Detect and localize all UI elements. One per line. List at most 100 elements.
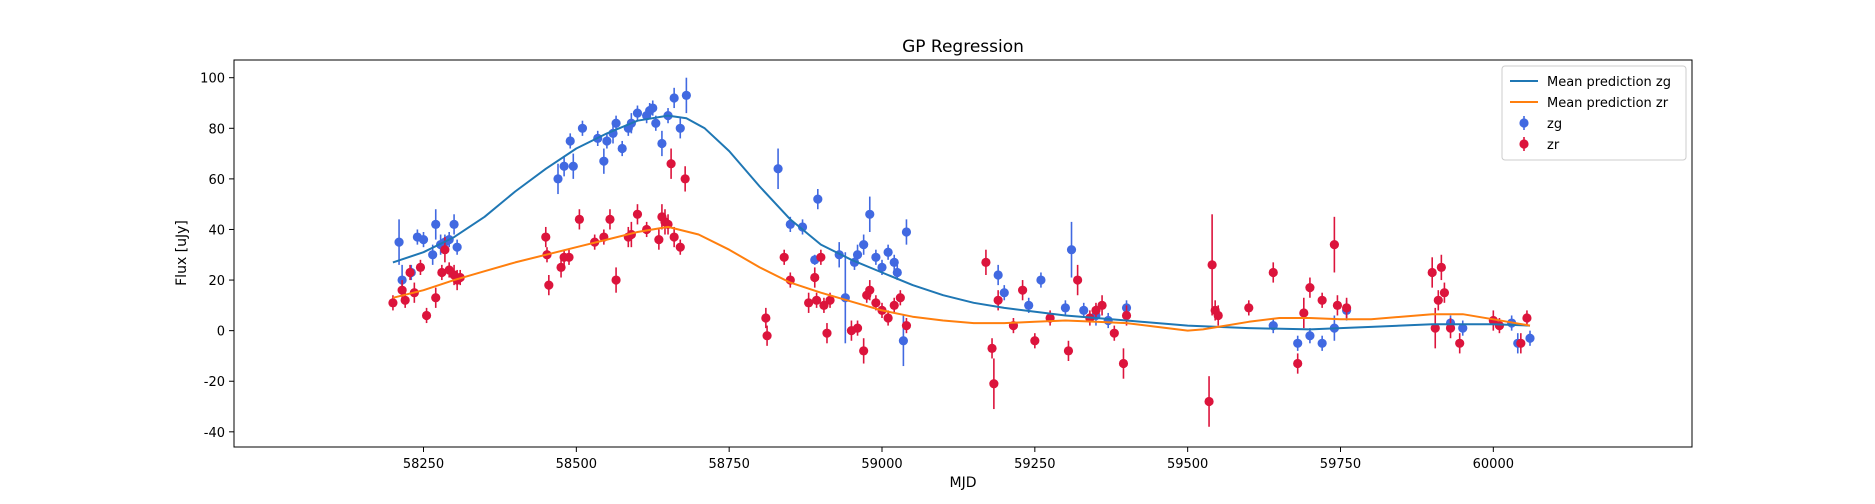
data-point-zr: [819, 300, 829, 310]
data-point-zr: [779, 252, 789, 262]
data-point-zr: [804, 298, 814, 308]
data-point-zr: [397, 285, 407, 295]
legend: Mean prediction zg Mean prediction zr zg zr: [1501, 65, 1687, 161]
data-point-zr: [901, 320, 912, 331]
chart-title: GP Regression: [902, 37, 1024, 57]
x-tick-label: 58500: [556, 457, 597, 472]
data-point-zr: [680, 174, 690, 184]
data-point-zr: [574, 214, 584, 224]
data-point-zr: [1439, 288, 1450, 298]
data-point-zr: [1329, 240, 1339, 250]
data-point-zr: [1433, 295, 1443, 305]
data-point-zr: [1445, 323, 1456, 333]
data-point-zr: [1213, 310, 1223, 321]
plot-frame: [233, 59, 1693, 448]
data-point-zr: [1073, 275, 1083, 285]
data-point-zg: [865, 209, 875, 219]
data-point-zr: [883, 313, 893, 323]
x-tick-label: 58750: [708, 457, 749, 472]
data-point-zr: [675, 242, 685, 252]
y-tick-label: 100: [200, 72, 225, 87]
data-point-zr: [1063, 346, 1074, 356]
data-point-zg: [565, 136, 575, 146]
data-point-zg: [675, 123, 685, 133]
data-point-zr: [437, 267, 447, 278]
data-point-zr: [811, 295, 822, 305]
legend-box: [1501, 65, 1687, 161]
data-point-zg: [859, 240, 869, 250]
data-point-zg: [394, 237, 404, 247]
data-point-zg: [1317, 338, 1327, 348]
data-point-zg: [657, 138, 667, 149]
data-point-zr: [852, 323, 863, 333]
data-point-zr: [1121, 310, 1132, 321]
data-point-zr: [654, 234, 664, 245]
data-point-zr: [1244, 303, 1254, 313]
series-zr: [388, 148, 1532, 427]
series-zg: [394, 77, 1535, 367]
data-point-zg: [883, 247, 893, 257]
data-point-zr: [1317, 295, 1327, 305]
data-point-zr: [605, 214, 615, 224]
data-point-zr: [762, 331, 772, 341]
data-point-zr: [666, 159, 676, 169]
data-point-zg: [418, 234, 429, 245]
data-point-zg: [1458, 323, 1468, 333]
x-tick-label: 60000: [1473, 457, 1514, 472]
data-point-zr: [1342, 303, 1352, 313]
data-point-zr: [859, 346, 869, 356]
legend-label: Mean prediction zg: [1547, 75, 1671, 90]
x-tick-label: 59750: [1320, 457, 1361, 472]
data-point-zg: [568, 161, 578, 171]
data-point-zr: [1305, 283, 1315, 293]
data-point-zg: [889, 257, 899, 267]
data-point-zr: [810, 272, 820, 283]
data-point-zg: [993, 270, 1003, 280]
data-point-zr: [993, 295, 1003, 305]
data-point-zr: [1299, 308, 1309, 318]
x-tick-label: 59500: [1167, 457, 1208, 472]
data-point-zg: [651, 118, 661, 128]
data-point-zr: [871, 298, 881, 308]
plot-area: [388, 77, 1535, 427]
data-point-zr: [889, 300, 899, 310]
data-point-zg: [602, 136, 612, 146]
data-point-zr: [1030, 336, 1040, 346]
data-point-zg: [449, 219, 459, 230]
data-point-zg: [617, 143, 627, 154]
data-point-zr: [1427, 267, 1437, 278]
data-point-zg: [892, 267, 902, 278]
data-point-zr: [761, 313, 771, 323]
data-point-zr: [431, 293, 441, 303]
data-point-zg: [669, 93, 679, 103]
legend-label: zg: [1547, 117, 1562, 132]
data-point-zr: [1522, 313, 1532, 323]
data-point-zr: [865, 285, 875, 295]
data-point-zg: [1079, 305, 1089, 316]
y-tick-label: 20: [208, 274, 225, 289]
data-point-zr: [1207, 260, 1217, 270]
data-point-zg: [452, 242, 462, 252]
data-point-zg: [599, 156, 609, 166]
data-point-zr: [1097, 300, 1107, 310]
data-point-zg: [648, 103, 658, 113]
data-point-zg: [871, 252, 881, 262]
data-point-zg: [773, 164, 783, 174]
data-point-zr: [632, 209, 643, 219]
legend-marker-swatch: [1519, 139, 1529, 149]
data-point-zg: [797, 222, 808, 232]
data-point-zr: [1091, 305, 1101, 316]
data-point-zg: [1103, 315, 1113, 326]
data-point-zr: [564, 252, 574, 262]
x-axis: 58250 58500 58750 59000 59250 59500 59750 60000: [403, 447, 1514, 472]
y-tick-label: 40: [208, 223, 225, 238]
y-tick-label: 80: [208, 122, 225, 137]
data-point-zg: [681, 90, 691, 101]
data-point-zr: [825, 295, 835, 305]
y-tick-label: -20: [204, 375, 225, 390]
data-point-zr: [989, 379, 999, 389]
data-point-zg: [1305, 331, 1315, 341]
data-point-zr: [541, 232, 551, 242]
data-point-zr: [544, 280, 554, 290]
data-point-zr: [1430, 323, 1440, 333]
